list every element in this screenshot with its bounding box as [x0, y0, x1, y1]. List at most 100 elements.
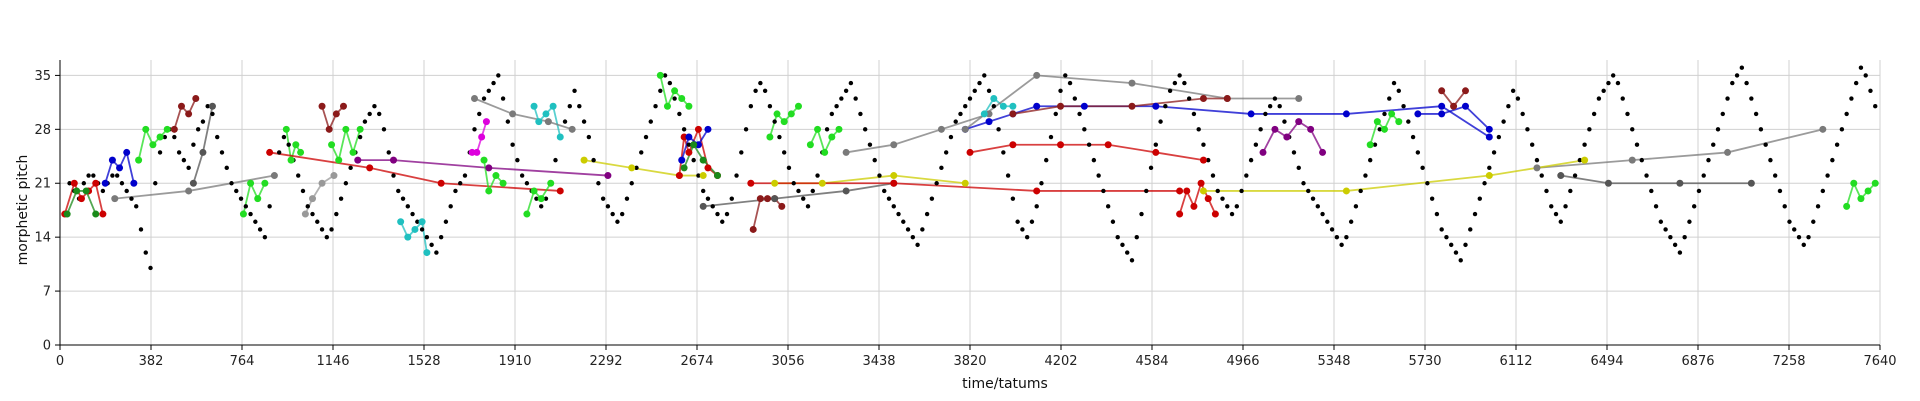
- note-point: [1649, 188, 1654, 194]
- note-point: [891, 204, 896, 209]
- note-point: [610, 211, 615, 217]
- note-point: [839, 96, 844, 101]
- melody-line: [66, 190, 97, 215]
- melody-line: [845, 113, 990, 154]
- melody-point: [568, 125, 576, 133]
- note-point: [296, 173, 301, 178]
- x-axis-label: time/tatums: [962, 376, 1048, 392]
- note-point: [1329, 227, 1335, 232]
- note-point: [300, 188, 306, 194]
- note-point: [862, 127, 868, 132]
- note-point: [624, 196, 630, 201]
- note-point: [805, 204, 811, 209]
- melody-point: [1438, 87, 1446, 95]
- note-point: [362, 119, 368, 124]
- note-point: [1144, 188, 1149, 194]
- y-axis-label: morphetic pitch: [15, 155, 31, 266]
- note-point: [801, 196, 806, 201]
- note-point: [991, 104, 997, 109]
- note-point: [1458, 258, 1463, 263]
- note-point: [238, 196, 244, 201]
- note-point: [643, 134, 649, 140]
- x-tick-label: 382: [139, 354, 164, 369]
- note-point: [1563, 204, 1568, 209]
- note-point: [953, 119, 958, 124]
- x-tick-label: 4584: [1135, 354, 1168, 369]
- note-point: [1677, 250, 1683, 255]
- note-point: [877, 173, 882, 178]
- note-point: [1834, 142, 1840, 147]
- note-point: [1730, 80, 1735, 86]
- note-point: [1058, 88, 1063, 94]
- melody-line: [330, 125, 362, 163]
- note-points: [67, 65, 1878, 271]
- note-point: [815, 173, 820, 178]
- note-point: [438, 234, 444, 240]
- note-point: [377, 111, 382, 117]
- melody-point: [1461, 102, 1469, 110]
- note-point: [1725, 96, 1730, 101]
- note-point: [748, 104, 754, 109]
- note-point: [1792, 227, 1797, 232]
- melody-line: [269, 151, 561, 192]
- note-point: [267, 204, 272, 209]
- note-point: [1663, 227, 1668, 232]
- note-point: [686, 142, 692, 147]
- note-point: [1734, 73, 1740, 78]
- x-tick-label: 4966: [1226, 354, 1259, 369]
- note-point: [453, 188, 458, 194]
- melody-point: [1388, 110, 1396, 118]
- note-point: [710, 204, 715, 209]
- note-point: [553, 157, 558, 163]
- melody-point: [342, 125, 350, 133]
- melody-point: [780, 118, 788, 126]
- melody-point: [937, 125, 945, 133]
- note-point: [195, 127, 201, 132]
- note-point: [1396, 88, 1401, 94]
- note-point: [929, 196, 935, 201]
- melody-point: [890, 141, 898, 149]
- melody-point: [1009, 110, 1017, 118]
- note-point: [1425, 181, 1430, 186]
- note-point: [810, 188, 815, 194]
- note-point: [1858, 65, 1864, 70]
- note-point: [367, 111, 372, 117]
- melody-point: [1871, 179, 1879, 187]
- note-point: [672, 96, 677, 101]
- note-point: [777, 134, 782, 140]
- melody-line: [964, 105, 1490, 138]
- note-point: [1186, 96, 1192, 101]
- note-point: [1515, 96, 1521, 101]
- note-point: [124, 188, 129, 194]
- melody-point: [1461, 87, 1469, 95]
- note-point: [1229, 211, 1235, 217]
- melody-point: [101, 179, 109, 187]
- note-point: [200, 119, 206, 124]
- y-tick-label: 21: [34, 177, 51, 192]
- note-point: [1801, 242, 1806, 248]
- note-point: [543, 196, 549, 201]
- melody-point: [1628, 156, 1636, 164]
- melody-point: [694, 125, 702, 133]
- note-point: [781, 150, 787, 155]
- x-tick-label: 6494: [1590, 354, 1623, 369]
- y-tick-label: 14: [34, 231, 51, 246]
- note-point: [1377, 127, 1382, 132]
- y-tick-label: 0: [43, 339, 51, 354]
- note-point: [1572, 173, 1578, 178]
- note-point: [381, 127, 387, 132]
- melody-point: [699, 156, 707, 164]
- y-tick-label: 7: [43, 285, 51, 300]
- note-point: [1591, 111, 1597, 117]
- melody-point: [1009, 141, 1017, 149]
- melody-point: [1450, 102, 1458, 110]
- melody-point: [828, 133, 836, 141]
- melody-point: [1271, 125, 1279, 133]
- melody-point: [747, 179, 755, 187]
- note-point: [210, 111, 215, 117]
- note-point: [1348, 219, 1354, 224]
- note-point: [1029, 219, 1035, 224]
- melody-line: [680, 128, 709, 161]
- note-point: [762, 88, 768, 94]
- note-point: [882, 188, 887, 194]
